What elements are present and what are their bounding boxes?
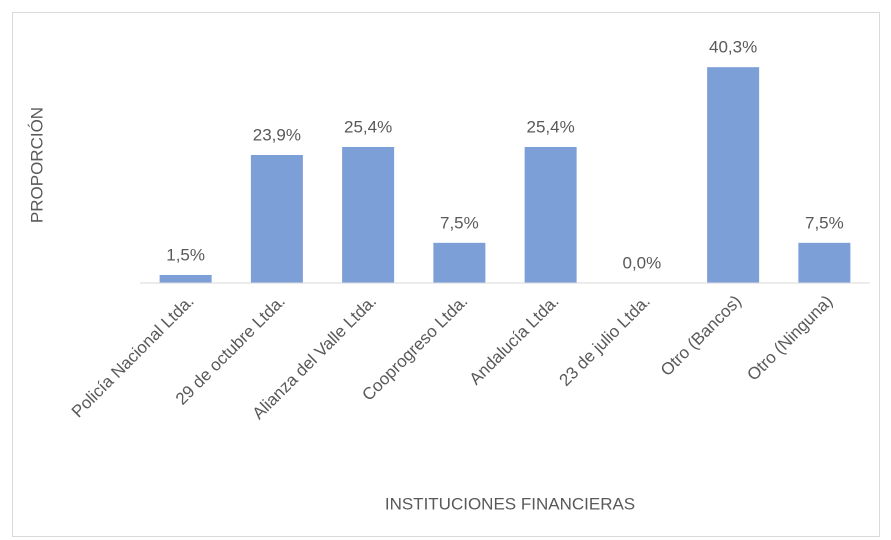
bar [342, 146, 395, 283]
x-axis-label: INSTITUCIONES FINANCIERAS [385, 494, 635, 513]
bar [707, 67, 760, 283]
data-label: 25,4% [527, 117, 575, 136]
bar [433, 242, 486, 283]
data-label: 7,5% [805, 213, 844, 232]
data-label: 0,0% [623, 253, 662, 272]
data-label: 25,4% [344, 117, 392, 136]
data-label: 40,3% [709, 38, 757, 57]
data-label: 7,5% [440, 213, 479, 232]
y-axis-label: PROPORCIÓN [27, 107, 46, 223]
bar [798, 242, 851, 283]
data-label: 1,5% [166, 245, 205, 264]
bar [250, 155, 303, 283]
data-label: 23,9% [253, 125, 301, 144]
bar [159, 274, 212, 283]
bar [524, 146, 577, 283]
